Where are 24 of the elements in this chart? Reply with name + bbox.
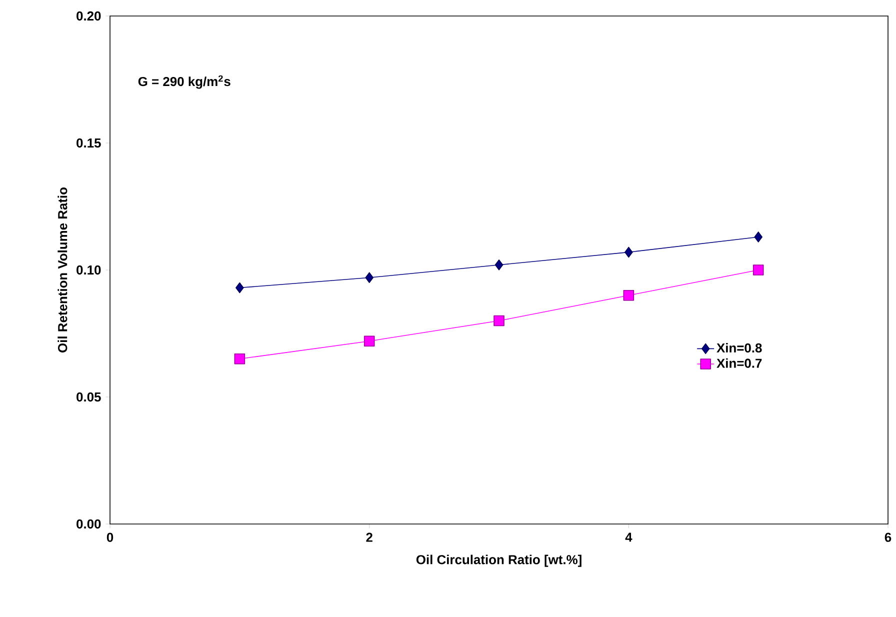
y-axis-title: Oil Retention Volume Ratio [58,188,68,352]
x-axis-title: Oil Circulation Ratio [wt.%] [416,554,582,567]
point [623,290,634,301]
x-tick-label: 6 [884,532,892,542]
annotation: G = 290 kg/m$^{2}$s [138,75,230,89]
legend-label: Xin=0.8 [716,343,762,353]
point [754,232,762,242]
point [236,282,244,294]
point [234,353,246,364]
point [494,315,504,326]
point [364,336,375,347]
point [624,246,633,258]
x-tick-label: 4 [625,532,632,542]
point [752,264,764,276]
y-tick-label: 0.10 [76,265,101,275]
x-tick-label: 0 [106,532,114,542]
point [365,272,374,284]
legend-label: Xin=0.7 [716,358,762,368]
y-tick-label: 0.20 [76,11,101,21]
y-tick-label: 0.00 [76,519,101,529]
point [494,260,504,270]
x-tick-label: 2 [366,532,372,542]
y-tick-label: 0.15 [76,138,101,148]
y-tick-label: 0.05 [76,392,101,402]
